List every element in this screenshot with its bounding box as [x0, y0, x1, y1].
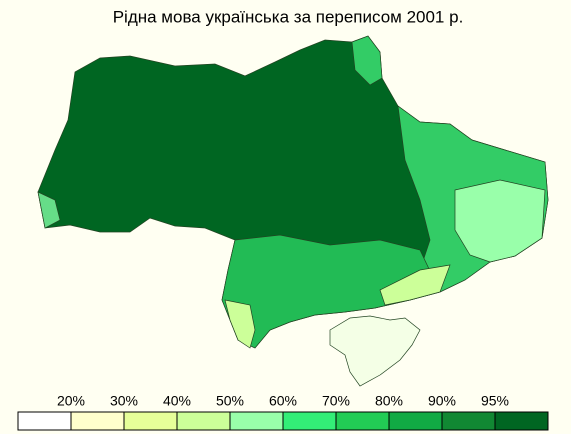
region-azov: [379, 264, 451, 306]
legend-label: 80%: [375, 393, 403, 409]
region-north-east: [351, 35, 383, 86]
legend: 20% 30% 40% 50% 60% 70% 80% 90% 95%: [17, 393, 549, 431]
region-south: [221, 234, 441, 349]
legend-label: 50%: [216, 393, 244, 409]
legend-swatch: [229, 411, 284, 431]
region-crimea: [329, 315, 421, 387]
legend-label: 70%: [322, 393, 350, 409]
legend-swatch: [17, 411, 72, 431]
legend-label: 40%: [163, 393, 191, 409]
region-donbas: [454, 179, 546, 263]
legend-swatch: [282, 411, 337, 431]
legend-swatch: [70, 411, 125, 431]
legend-label: 30%: [110, 393, 138, 409]
map-title: Рідна мова українська за переписом 2001 …: [113, 7, 464, 26]
map: [37, 35, 549, 387]
legend-swatch: [335, 411, 390, 431]
legend-swatch: [441, 411, 496, 431]
legend-swatch: [388, 411, 443, 431]
region-odesa-south: [224, 299, 256, 349]
legend-swatch: [494, 411, 549, 431]
legend-label: 95%: [481, 393, 509, 409]
legend-label: 20%: [57, 393, 85, 409]
legend-swatch: [176, 411, 231, 431]
region-west-edge: [37, 191, 61, 229]
legend-label: 60%: [269, 393, 297, 409]
legend-swatch: [123, 411, 178, 431]
legend-label: 90%: [428, 393, 456, 409]
